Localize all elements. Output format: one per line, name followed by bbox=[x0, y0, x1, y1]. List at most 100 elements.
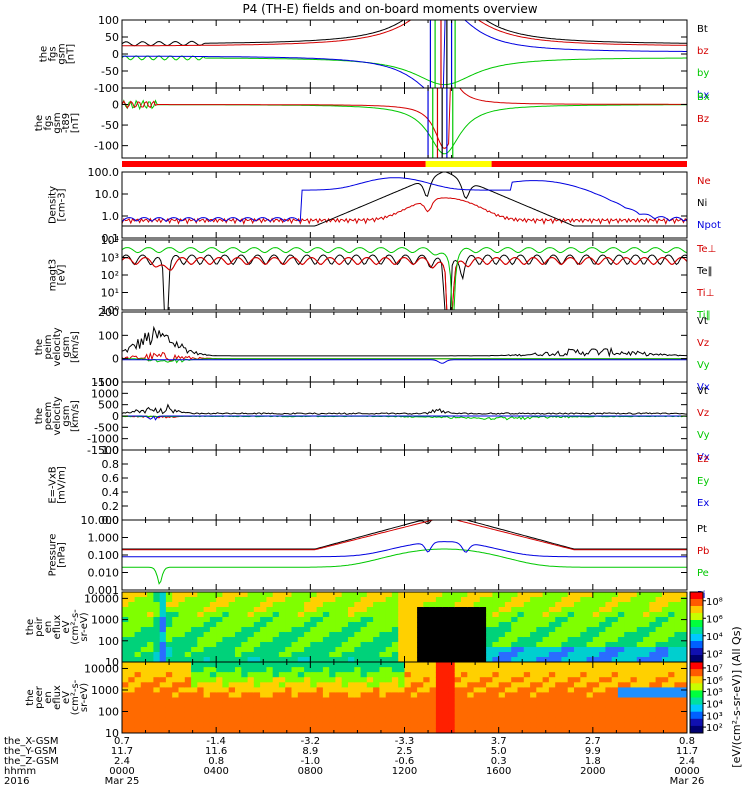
series-peim-velocity-Vy bbox=[122, 358, 687, 364]
heatmap-cell bbox=[649, 712, 657, 719]
heatmap-cell bbox=[555, 647, 563, 653]
heatmap-cell bbox=[567, 722, 575, 729]
y-tick-label: 1.0 bbox=[102, 210, 120, 223]
heatmap-cell bbox=[147, 662, 154, 668]
heatmap-cell bbox=[630, 657, 638, 662]
heatmap-cell bbox=[159, 652, 167, 658]
heatmap-cell bbox=[391, 727, 399, 733]
heatmap-cell bbox=[285, 657, 293, 662]
heatmap-cell bbox=[297, 707, 305, 714]
heatmap-cell bbox=[310, 647, 318, 653]
y-tick-label: 1.0 bbox=[102, 444, 120, 457]
heatmap-cell bbox=[297, 702, 305, 709]
heatmap-cell bbox=[391, 672, 399, 678]
heatmap-cell bbox=[385, 687, 393, 694]
heatmap-cell bbox=[630, 632, 638, 638]
y-axis-label: Density[cm-3] bbox=[48, 186, 68, 224]
heatmap-cell bbox=[278, 672, 286, 678]
heatmap-cell bbox=[561, 672, 569, 678]
heatmap-cell bbox=[448, 627, 456, 633]
heatmap-cell bbox=[297, 717, 305, 724]
heatmap-cell bbox=[417, 667, 424, 673]
heatmap-cell bbox=[473, 657, 481, 662]
colorbar-segment bbox=[690, 592, 703, 600]
heatmap-cell bbox=[216, 617, 224, 623]
heatmap-cell bbox=[473, 687, 481, 694]
heatmap-cell bbox=[147, 692, 154, 699]
y-axis-label: thefgsgsm-t89[nT] bbox=[34, 112, 81, 133]
heatmap-cell bbox=[611, 717, 619, 724]
heatmap-cell bbox=[322, 597, 330, 603]
heatmap-cell bbox=[599, 667, 606, 673]
heatmap-cell bbox=[404, 727, 412, 733]
heatmap-cell bbox=[128, 652, 136, 658]
heatmap-cell bbox=[630, 622, 638, 628]
heatmap-cell bbox=[184, 672, 192, 678]
y-axis-label-line: gsm bbox=[57, 43, 68, 64]
heatmap-cell bbox=[417, 647, 424, 653]
heatmap-cell bbox=[630, 682, 638, 688]
heatmap-cell bbox=[417, 702, 424, 709]
heatmap-cell bbox=[517, 722, 525, 729]
heatmap-cell bbox=[643, 722, 650, 729]
heatmap-cell bbox=[448, 642, 456, 648]
heatmap-cell bbox=[191, 597, 198, 603]
heatmap-cell bbox=[266, 592, 274, 598]
heatmap-cell bbox=[335, 722, 343, 729]
heatmap-cell bbox=[542, 597, 550, 603]
heatmap-cell bbox=[191, 612, 198, 618]
heatmap-cell bbox=[504, 607, 512, 613]
heatmap-cell bbox=[391, 622, 399, 628]
heatmap-cell bbox=[530, 692, 537, 699]
heatmap-cell bbox=[636, 712, 644, 719]
heatmap-cell bbox=[241, 612, 249, 618]
heatmap-cell bbox=[373, 687, 380, 694]
heatmap-cell bbox=[203, 627, 211, 633]
heatmap-cell bbox=[128, 632, 136, 638]
heatmap-cell bbox=[373, 662, 380, 668]
heatmap-cell bbox=[228, 612, 236, 618]
heatmap-cell bbox=[498, 727, 506, 733]
heatmap-cell bbox=[235, 622, 242, 628]
heatmap-cell bbox=[479, 602, 487, 608]
heatmap-cell bbox=[674, 717, 682, 724]
heatmap-cell bbox=[398, 697, 406, 704]
heatmap-cell bbox=[235, 632, 242, 638]
heatmap-cell bbox=[523, 622, 531, 628]
heatmap-cell bbox=[341, 707, 349, 714]
colorbar-segment bbox=[690, 704, 703, 713]
heatmap-cell bbox=[260, 717, 267, 724]
heatmap-cell bbox=[649, 612, 657, 618]
heatmap-cell bbox=[511, 652, 519, 658]
heatmap-cell bbox=[140, 722, 148, 729]
heatmap-cell bbox=[291, 717, 299, 724]
heatmap-cell bbox=[467, 597, 475, 603]
heatmap-cell bbox=[385, 672, 393, 678]
heatmap-cell bbox=[222, 627, 230, 633]
heatmap-cell bbox=[605, 652, 613, 658]
heatmap-cell bbox=[316, 597, 324, 603]
legend-entry: Npot bbox=[697, 220, 721, 231]
y-axis-label-line: sr-eV) bbox=[79, 612, 90, 641]
heatmap-cell bbox=[567, 627, 575, 633]
heatmap-cell bbox=[209, 652, 217, 658]
heatmap-cell bbox=[423, 607, 431, 613]
heatmap-cell bbox=[134, 597, 142, 603]
heatmap-cell bbox=[228, 677, 236, 683]
heatmap-cell bbox=[266, 712, 274, 719]
heatmap-cell bbox=[322, 622, 330, 628]
heatmap-cell bbox=[586, 617, 594, 623]
heatmap-cell bbox=[580, 677, 588, 683]
heatmap-cell bbox=[561, 642, 569, 648]
heatmap-cell bbox=[636, 692, 644, 699]
heatmap-cell bbox=[467, 717, 475, 724]
heatmap-cell bbox=[448, 722, 456, 729]
heatmap-cell bbox=[159, 687, 167, 694]
heatmap-cell bbox=[548, 647, 556, 653]
heatmap-cell bbox=[530, 607, 537, 613]
heatmap-cell bbox=[216, 652, 224, 658]
heatmap-cell bbox=[473, 682, 481, 688]
heatmap-cell bbox=[322, 652, 330, 658]
heatmap-cell bbox=[260, 667, 267, 673]
heatmap-cell bbox=[586, 602, 594, 608]
